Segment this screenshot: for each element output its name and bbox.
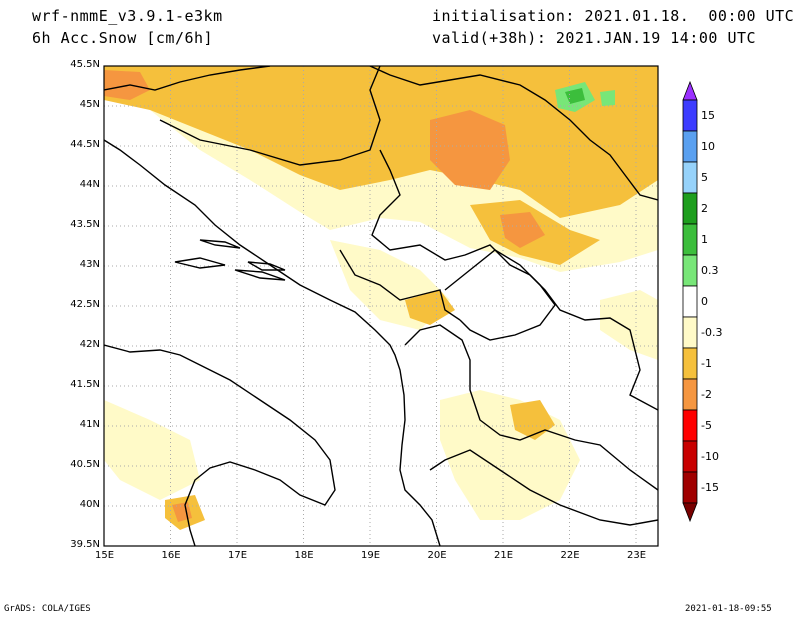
lat-label: 42N [79,339,100,350]
lat-label: 44N [79,179,100,190]
colorbar-segment [682,471,698,504]
border-serbia [371,149,658,411]
snow-fields [104,66,658,530]
footer-left: GrADS: COLA/IGES [4,604,91,614]
colorbar-segment [682,316,698,349]
border-montenegro [339,249,461,321]
coastlines-borders [104,66,658,546]
lat-label: 45.5N [70,59,100,70]
island-1 [199,239,241,249]
island-4 [247,261,286,271]
colorbar-label: 0.3 [701,263,719,277]
header-valid: valid(+38h): 2021.JAN.19 14:00 UTC [432,29,757,47]
colorbar-segment [682,285,698,318]
header-variable: 6h Acc.Snow [cm/6h] [32,29,214,47]
map-frame [103,65,659,547]
lon-label: 16E [161,550,181,561]
lon-label: 15E [95,550,115,561]
colorbar-segment [682,223,698,256]
colorbar-segment [682,347,698,380]
lon-label: 22E [560,550,580,561]
colorbar-bottom-triangle [682,502,698,523]
header-init: initialisation: 2021.01.18. 00:00 UTC [432,7,795,25]
colorbar-label: -0.3 [701,325,723,339]
header-model: wrf-nmmE_v3.9.1-e3km [32,7,223,25]
snow-field-light [104,400,200,500]
snow-field-light [600,290,658,360]
colorbar-label: 1 [701,232,708,246]
lat-label: 40N [79,499,100,510]
colorbar-segment [682,409,698,442]
colorbar-label: -5 [701,418,712,432]
colorbar [682,80,698,523]
lat-label: 45N [79,99,100,110]
colorbar-label: 15 [701,108,715,122]
border-greece [429,449,658,526]
lat-label: 40.5N [70,459,100,470]
lat-label: 41N [79,419,100,430]
colorbar-label: -2 [701,387,712,401]
coastline-adriatic [104,139,441,546]
snow-field-heavy [500,212,545,248]
colorbar-segment [682,161,698,194]
lon-label: 17E [228,550,248,561]
lat-label: 39.5N [70,539,100,550]
colorbar-segment [682,254,698,287]
lat-label: 44.5N [70,139,100,150]
colorbar-segment [682,192,698,225]
colorbar-label: -15 [701,480,719,494]
snow-field-green [565,88,585,104]
colorbar-segment [682,99,698,132]
border-albania-mk [404,324,658,491]
lon-label: 20E [427,550,447,561]
colorbar-label: -10 [701,449,719,463]
lat-label: 43.5N [70,219,100,230]
lat-label: 42.5N [70,299,100,310]
colorbar-label: 10 [701,139,715,153]
island-2 [174,257,226,269]
lon-label: 23E [627,550,647,561]
border-bih [159,66,381,166]
border-austria [104,66,271,91]
colorbar-segment [682,378,698,411]
lon-label: 19E [361,550,381,561]
colorbar-label: 5 [701,170,708,184]
colorbar-label: 0 [701,294,708,308]
colorbar-segment [682,130,698,163]
coastline-italy [104,344,336,546]
snow-field-green [600,90,615,106]
colorbar-top-triangle [682,80,698,101]
grid-lines [104,66,658,546]
snow-field-heavy [430,110,510,190]
lon-label: 21E [494,550,514,561]
lon-label: 18E [294,550,314,561]
border-kosovo [444,249,556,341]
lat-label: 41.5N [70,379,100,390]
colorbar-segment [682,440,698,473]
lat-label: 43N [79,259,100,270]
footer-right: 2021-01-18-09:55 [685,604,772,614]
snow-field-moderate [104,66,658,218]
border-hungary [369,66,658,201]
island-3 [234,269,286,281]
colorbar-label: -1 [701,356,712,370]
colorbar-label: 2 [701,201,708,215]
